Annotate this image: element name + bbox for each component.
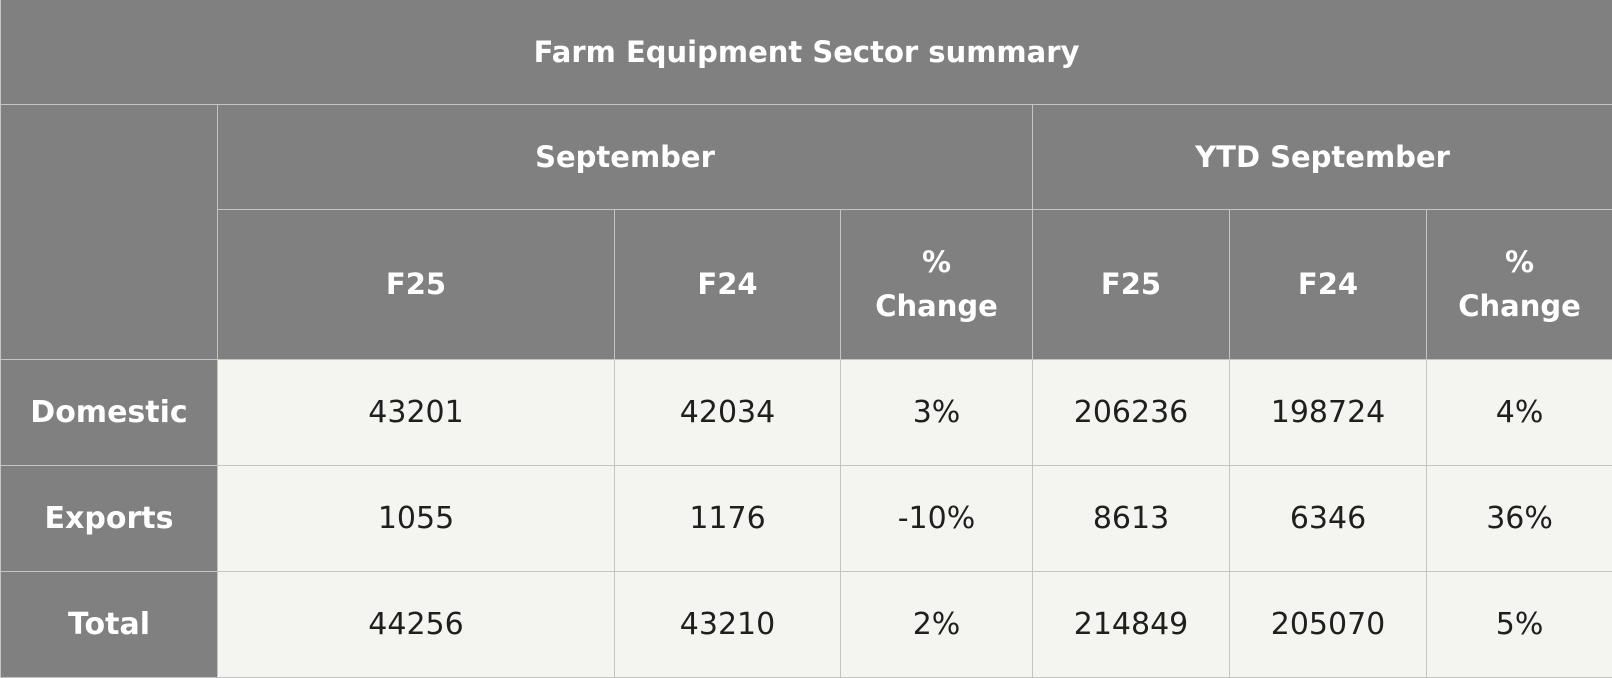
col-header-sep-f25: F25	[217, 208, 615, 360]
table-cell: 205070	[1229, 570, 1427, 678]
table-cell: 6346	[1229, 464, 1427, 572]
sub-header-row: F25 F24 % Change F25 F24 % Change	[1, 208, 1612, 360]
col-header-ytd-f25: F25	[1032, 208, 1230, 360]
group-header-row: September YTD September	[0, 103, 1612, 360]
table-cell: 1055	[217, 464, 615, 572]
table-cell: 214849	[1032, 570, 1230, 678]
corner-cell	[0, 103, 218, 360]
table-cell: 8613	[1032, 464, 1230, 572]
row-label-domestic: Domestic	[0, 358, 218, 466]
table-cell: 2%	[840, 570, 1033, 678]
col-header-sep-f24: F24	[614, 208, 841, 360]
table-cell: 1176	[614, 464, 841, 572]
table-row: Domestic 43201 42034 3% 206236 198724 4%	[0, 358, 1612, 466]
group-header-ytd-september: YTD September	[1031, 103, 1612, 210]
table-cell: 4%	[1425, 358, 1612, 466]
col-header-sep-change: % Change	[840, 208, 1033, 360]
table-cell: 42034	[614, 358, 841, 466]
table-cell: 36%	[1425, 464, 1612, 572]
table-title: Farm Equipment Sector summary	[0, 0, 1612, 105]
table-cell: 206236	[1032, 358, 1230, 466]
table-cell: 198724	[1229, 358, 1427, 466]
table-cell: 43201	[217, 358, 615, 466]
table-cell: -10%	[840, 464, 1033, 572]
table-cell: 44256	[217, 570, 615, 678]
row-label-exports: Exports	[0, 464, 218, 572]
group-header-september: September	[217, 103, 1033, 210]
table-cell: 5%	[1425, 570, 1612, 678]
title-row: Farm Equipment Sector summary	[0, 0, 1612, 105]
col-header-ytd-change: % Change	[1425, 208, 1612, 360]
table-row: Exports 1055 1176 -10% 8613 6346 36%	[0, 464, 1612, 572]
table-cell: 3%	[840, 358, 1033, 466]
row-label-total: Total	[0, 570, 218, 678]
col-header-ytd-f24: F24	[1229, 208, 1427, 360]
table-cell: 43210	[614, 570, 841, 678]
table-row: Total 44256 43210 2% 214849 205070 5%	[0, 570, 1612, 678]
